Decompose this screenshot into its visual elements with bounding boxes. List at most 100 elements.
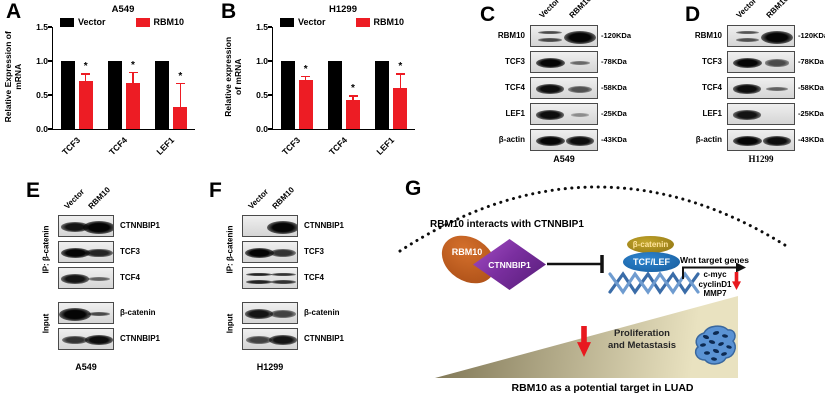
- y-tick-label: 1.5: [256, 22, 268, 32]
- blot-band: [60, 274, 90, 284]
- significance-asterisk: *: [398, 61, 403, 73]
- lane-label-rbm10: RBM10: [764, 0, 791, 20]
- blot-band: [535, 58, 565, 68]
- blot-band: [246, 336, 272, 344]
- kda-marker: -78KDa: [601, 57, 627, 66]
- error-bar: [352, 95, 354, 101]
- blot-box-RBM10: [530, 25, 598, 47]
- protein-label: CTNNBIP1: [120, 221, 161, 230]
- blot-band: [244, 248, 274, 258]
- kda-marker: -58KDa: [601, 83, 627, 92]
- error-bar: [179, 82, 182, 107]
- error-bar: [84, 73, 87, 82]
- legend-label-rbm10: RBM10: [373, 17, 405, 27]
- cell-line-label: A549: [553, 154, 575, 164]
- blot-box-TCF3: [242, 241, 298, 263]
- protein-label: TCF3: [304, 247, 324, 256]
- wnt-target-arrow: [682, 266, 737, 279]
- blot-band: [60, 222, 90, 232]
- y-tick-label: 0.0: [36, 124, 48, 134]
- panel-c: C Vector RBM10 RBM10 -120KDa TCF3 -78KDa TCF4-…: [430, 0, 632, 175]
- blot-band: [246, 280, 272, 284]
- blot-band: [246, 272, 272, 277]
- cell-membrane-dotted-arc: [398, 185, 790, 253]
- blot-band: [270, 280, 296, 284]
- blot-band: [61, 335, 89, 345]
- y-axis-label: Relative expression of mRNA: [223, 36, 243, 117]
- blot-band: [59, 307, 91, 321]
- blot-band: [535, 110, 565, 120]
- lane-label-vector: Vector: [537, 0, 562, 20]
- western-blot-a549: Vector RBM10 RBM10 -120KDa TCF3 -78KDa TCF4 -58…: [430, 0, 632, 175]
- western-blot-h1299: VectorRBM10RBM10-120KDaTCF3-78KDaTCF4-58…: [630, 0, 825, 175]
- protein-label: β-actin: [695, 135, 722, 144]
- protein-label: TCF3: [120, 247, 140, 256]
- blot-box-TCF4: [242, 267, 298, 289]
- error-bar: [132, 71, 134, 83]
- blot-box-TCF3: [58, 241, 114, 263]
- y-tick-mark: [267, 128, 272, 130]
- protein-label: β-catenin: [120, 308, 156, 317]
- target-gene-list: c-myc cyclinD1 MMP7: [690, 270, 740, 299]
- blot-box-β-actin: [727, 129, 795, 151]
- y-tick-label: 0.0: [256, 124, 268, 134]
- panel-f: F Vector RBM10 CTNNBIP1 TCF3 TCF4 IP: β-caten…: [185, 175, 370, 402]
- y-tick-label: 1.0: [256, 56, 268, 66]
- error-bar-cap: [128, 71, 138, 74]
- interaction-headline: RBM10 interacts with CTNNBIP1: [430, 219, 584, 230]
- protein-label: TCF3: [505, 57, 525, 66]
- error-bar-cap: [81, 73, 91, 75]
- chart-title-h1299: H1299: [329, 4, 357, 15]
- cell-line-label: H1299: [748, 154, 774, 164]
- blot-box-CTNNBIP1: [58, 328, 114, 350]
- blot-box-TCF4: [727, 77, 795, 99]
- protein-label: CTNNBIP1: [120, 334, 161, 343]
- panel-label-f: F: [209, 179, 222, 202]
- blot-band: [732, 110, 762, 120]
- protein-label: TCF4: [702, 83, 722, 92]
- legend-swatch-rbm10: [135, 17, 150, 27]
- legend-item-rbm10: RBM10: [135, 17, 185, 27]
- panel-g: G RBM10 interacts with CTNNBIP1 RBM10 CT…: [380, 175, 825, 402]
- protein-label: TCF3: [702, 57, 722, 66]
- lane-label-rbm10: RBM10: [270, 185, 297, 211]
- legend-label-rbm10: RBM10: [153, 17, 185, 27]
- lane-label-vector: Vector: [62, 187, 87, 211]
- blot-band: [764, 59, 790, 67]
- y-tick-mark: [267, 60, 272, 62]
- x-category-label: TCF3: [59, 135, 82, 158]
- blot-band: [570, 113, 590, 117]
- error-bar: [399, 73, 402, 89]
- error-bar-cap: [175, 82, 185, 85]
- wnt-arrowhead-icon: [736, 262, 746, 273]
- lane-label-vector: Vector: [734, 0, 759, 20]
- protein-label: TCF4: [120, 273, 140, 282]
- cell-line-label: A549: [75, 362, 97, 372]
- blot-band: [538, 38, 562, 42]
- blot-band: [735, 30, 759, 35]
- blot-band: [569, 61, 591, 65]
- kda-marker: -58KDa: [798, 83, 824, 92]
- error-bar-cap: [348, 95, 358, 97]
- y-tick-mark: [47, 60, 52, 62]
- y-tick-mark: [267, 94, 272, 96]
- kda-marker: -120KDa: [798, 31, 825, 40]
- bar-vector: [280, 61, 295, 129]
- y-tick-mark: [47, 94, 52, 96]
- legend-item-rbm10: RBM10: [355, 17, 405, 27]
- legend-item-vector: Vector: [60, 17, 106, 27]
- pathway-graphics: [398, 185, 790, 295]
- kda-marker: -120KDa: [601, 31, 632, 40]
- error-bar-cap: [301, 75, 311, 78]
- beta-catenin-ellipse: β-catenin: [627, 236, 674, 253]
- blot-box-CTNNBIP1: [242, 328, 298, 350]
- group-label: Input: [225, 313, 235, 334]
- y-tick-label: 1.5: [36, 22, 48, 32]
- panel-a: A A549 Vector RBM10 Relative Expression …: [0, 0, 215, 175]
- error-bar: [304, 75, 307, 81]
- panel-label-e: E: [26, 179, 41, 202]
- chart-legend: Vector RBM10: [60, 17, 184, 27]
- protein-label: CTNNBIP1: [304, 221, 345, 230]
- bar-chart-a549: 0.0 0.5 1.0 1.5 * TCF3 * TCF4 * LEF1: [36, 22, 195, 157]
- protein-label: β-actin: [498, 135, 525, 144]
